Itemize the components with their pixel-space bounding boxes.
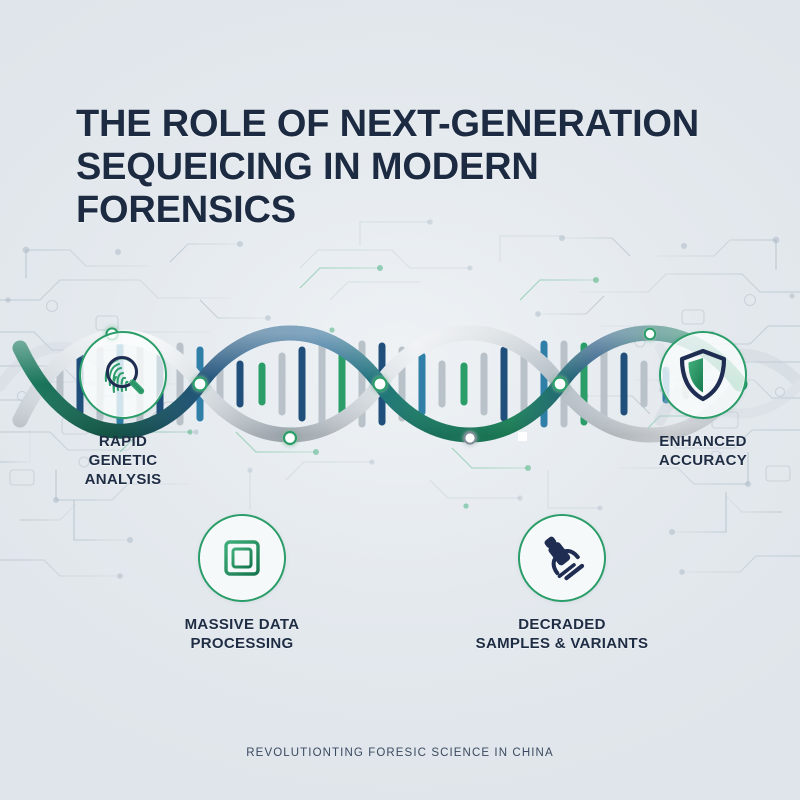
fingerprint-magnifier-icon bbox=[104, 355, 145, 395]
feature-label: MASSIVE DATA PROCESSING bbox=[184, 616, 300, 652]
feature-degraded-samples-variants[interactable]: DECRADED SAMPLES & VARIANTS bbox=[467, 514, 657, 653]
feature-rapid-genetic-analysis[interactable]: RAPID GENETIC ANALYSIS bbox=[28, 331, 218, 489]
feature-icon-circle bbox=[198, 514, 286, 602]
feature-massive-data-processing[interactable]: MASSIVE DATA PROCESSING bbox=[147, 514, 337, 653]
feature-label: DECRADED SAMPLES & VARIANTS bbox=[475, 616, 649, 652]
page-title: THE ROLE OF NEXT-GENERATION SEQUEICING I… bbox=[76, 103, 700, 231]
title-block: THE ROLE OF NEXT-GENERATION SEQUEICING I… bbox=[76, 103, 716, 232]
microscope-icon bbox=[544, 536, 585, 581]
microchip-icon bbox=[217, 533, 267, 583]
feature-icon-circle bbox=[659, 331, 747, 419]
feature-label: RAPID GENETIC ANALYSIS bbox=[84, 433, 162, 488]
feature-icon-circle bbox=[79, 331, 167, 419]
shield-icon bbox=[679, 348, 727, 402]
feature-enhanced-accuracy[interactable]: ENHANCED ACCURACY bbox=[608, 331, 798, 470]
feature-label: ENHANCED ACCURACY bbox=[658, 433, 748, 469]
footer-caption: REVOLUTIONTING FORESIC SCIENCE IN CHINA bbox=[246, 747, 554, 759]
feature-icon-circle bbox=[518, 514, 606, 602]
